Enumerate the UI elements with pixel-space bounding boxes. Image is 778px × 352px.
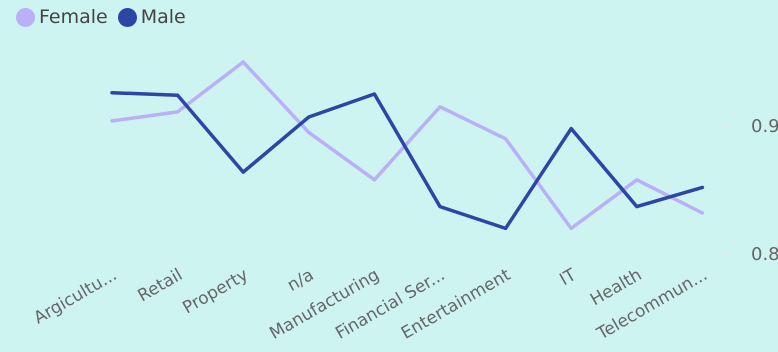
y-tick-label-1: 0.9: [751, 116, 778, 137]
data-point-female-1[interactable]: [174, 108, 182, 116]
legend-swatch-male: [117, 7, 137, 27]
data-point-female-3[interactable]: [305, 128, 313, 136]
series-line-male[interactable]: [110, 90, 705, 231]
x-category-label-7: IT: [556, 265, 580, 290]
data-point-male-4[interactable]: [370, 90, 378, 98]
legend-label-female: Female: [39, 6, 108, 28]
x-category-label-5: Financial Ser...: [332, 265, 448, 344]
data-point-male-0[interactable]: [108, 89, 116, 97]
data-point-female-4[interactable]: [370, 176, 378, 184]
data-point-male-8[interactable]: [633, 203, 641, 211]
data-point-male-6[interactable]: [502, 224, 510, 232]
legend-swatch-female: [16, 7, 35, 27]
x-category-label-6: Entertainment: [398, 265, 515, 344]
x-category-label-9: Telecommun...: [593, 265, 711, 345]
legend-item-female[interactable]: Female: [16, 6, 108, 28]
data-point-female-5[interactable]: [436, 103, 444, 111]
data-point-male-1[interactable]: [174, 91, 182, 99]
data-point-female-0[interactable]: [108, 117, 116, 125]
x-category-label-1: Retail: [134, 265, 186, 306]
data-point-female-6[interactable]: [502, 135, 510, 143]
data-point-female-8[interactable]: [633, 176, 641, 184]
data-point-male-9[interactable]: [698, 183, 706, 191]
data-point-male-5[interactable]: [436, 203, 444, 211]
x-category-label-4: Manufacturing: [266, 265, 383, 344]
series-line-female[interactable]: [110, 60, 705, 231]
data-point-female-9[interactable]: [698, 209, 706, 217]
data-point-female-7[interactable]: [567, 224, 575, 232]
data-point-female-2[interactable]: [239, 58, 247, 66]
y-tick-label-0: 0.8: [751, 244, 778, 265]
legend: Female Male: [16, 6, 186, 28]
data-point-male-2[interactable]: [239, 168, 247, 176]
data-point-male-3[interactable]: [305, 113, 313, 121]
legend-item-male[interactable]: Male: [117, 6, 186, 28]
x-category-label-3: n/a: [284, 265, 317, 296]
legend-label-male: Male: [140, 6, 186, 28]
x-category-label-2: Property: [179, 265, 251, 318]
x-category-label-0: Argicultu...: [31, 265, 121, 328]
data-point-male-7[interactable]: [567, 125, 575, 133]
